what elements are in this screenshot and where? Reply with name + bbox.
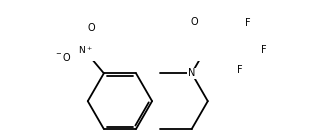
Text: O: O: [87, 23, 95, 33]
Text: N: N: [188, 68, 195, 78]
Text: O: O: [190, 17, 198, 27]
Text: F: F: [261, 45, 267, 55]
Text: F: F: [246, 18, 251, 28]
Text: $^-$O: $^-$O: [53, 51, 71, 63]
Text: F: F: [237, 65, 243, 75]
Text: N$^+$: N$^+$: [78, 45, 92, 56]
